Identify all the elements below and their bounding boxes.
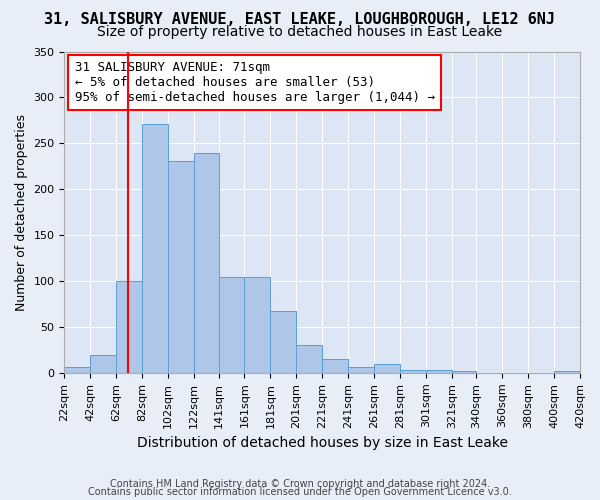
Bar [554,371,580,373]
Bar [426,370,452,373]
Bar [348,366,374,373]
Bar [322,359,348,373]
Bar [168,161,194,373]
Bar [244,276,271,373]
Bar [218,276,244,373]
Bar [142,124,168,373]
Bar [91,356,116,373]
Text: Contains public sector information licensed under the Open Government Licence v3: Contains public sector information licen… [88,487,512,497]
Y-axis label: Number of detached properties: Number of detached properties [15,114,28,310]
Bar [64,366,91,373]
Bar [296,346,322,373]
Text: Size of property relative to detached houses in East Leake: Size of property relative to detached ho… [97,25,503,39]
Text: Contains HM Land Registry data © Crown copyright and database right 2024.: Contains HM Land Registry data © Crown c… [110,479,490,489]
Text: 31 SALISBURY AVENUE: 71sqm
← 5% of detached houses are smaller (53)
95% of semi-: 31 SALISBURY AVENUE: 71sqm ← 5% of detac… [75,61,435,104]
Bar [452,371,476,373]
Bar [194,152,218,373]
Text: 31, SALISBURY AVENUE, EAST LEAKE, LOUGHBOROUGH, LE12 6NJ: 31, SALISBURY AVENUE, EAST LEAKE, LOUGHB… [44,12,556,26]
Bar [400,370,426,373]
Bar [116,281,142,373]
Bar [374,364,400,373]
Bar [271,312,296,373]
X-axis label: Distribution of detached houses by size in East Leake: Distribution of detached houses by size … [137,436,508,450]
